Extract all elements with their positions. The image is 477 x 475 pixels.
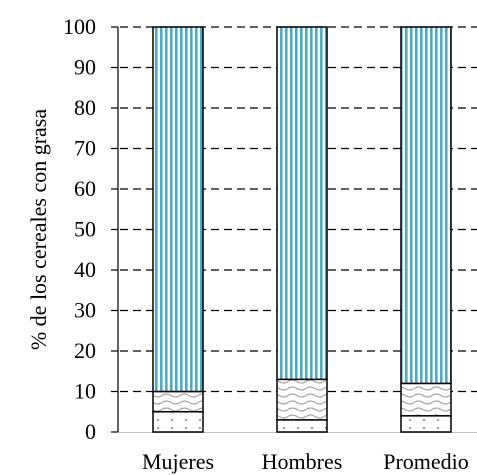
y-tick-label: 70	[74, 136, 96, 161]
y-axis: 0 10 20 30 40 50 60 70 80 90 100	[63, 14, 477, 444]
x-tick-label: Promedio	[383, 449, 469, 474]
bar-segment-dots	[400, 415, 452, 433]
bar-segment-vertical-stripes	[152, 26, 204, 393]
x-axis: Mujeres Hombres Promedio	[142, 449, 469, 474]
y-tick-label: 50	[74, 217, 96, 242]
y-tick-label: 10	[74, 379, 96, 404]
bar-segment-vertical-stripes	[400, 26, 452, 385]
y-tick-label: 80	[74, 95, 96, 120]
bars	[152, 26, 452, 433]
bar-segment-vertical-stripes	[276, 26, 328, 381]
bar-segment-dots	[152, 411, 204, 433]
bar-segment-dots	[276, 419, 328, 433]
bar-segment-waves	[152, 390, 204, 413]
bar-segment-waves	[276, 378, 328, 421]
y-tick-label: 20	[74, 338, 96, 363]
y-tick-label: 30	[74, 298, 96, 323]
y-tick-label: 90	[74, 55, 96, 80]
bar-segment-waves	[400, 382, 452, 417]
y-axis-label: % de los cereales con grasa	[26, 109, 51, 351]
x-tick-label: Mujeres	[142, 449, 214, 474]
x-tick-label: Hombres	[262, 449, 343, 474]
y-tick-label: 60	[74, 176, 96, 201]
y-tick-label: 100	[63, 14, 96, 39]
y-tick-label: 0	[85, 419, 96, 444]
y-tick-label: 40	[74, 257, 96, 282]
